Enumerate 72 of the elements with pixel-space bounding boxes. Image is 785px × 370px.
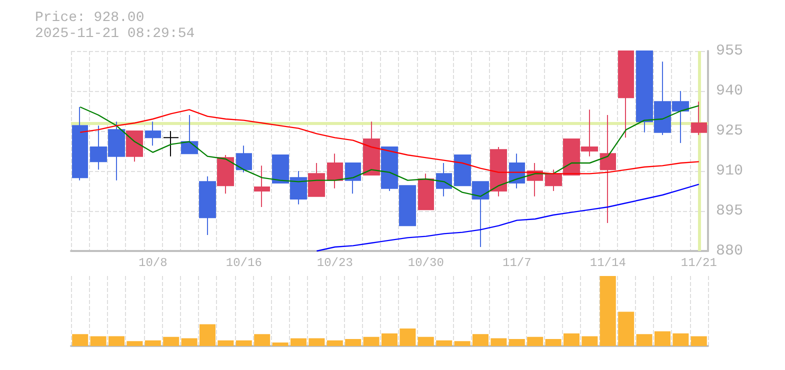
bar bbox=[290, 338, 306, 346]
candlestick bbox=[126, 130, 143, 162]
bar bbox=[108, 336, 124, 346]
bar bbox=[436, 340, 452, 346]
bar bbox=[418, 336, 434, 346]
x-tick-label: 11/7 bbox=[502, 256, 532, 270]
bar bbox=[618, 312, 634, 346]
y-tick-label: 910 bbox=[716, 162, 744, 180]
bar bbox=[672, 333, 689, 346]
candlestick bbox=[327, 153, 343, 189]
candlestick bbox=[363, 121, 380, 176]
candlestick bbox=[436, 162, 452, 197]
bar bbox=[126, 341, 143, 346]
x-tick-label: 11/14 bbox=[590, 256, 626, 270]
bar bbox=[472, 334, 488, 346]
bar bbox=[508, 339, 525, 346]
bar bbox=[181, 338, 198, 346]
bar bbox=[163, 336, 180, 346]
bar bbox=[564, 333, 580, 346]
bar bbox=[654, 331, 670, 346]
chart-title: Price: 928.00 bbox=[35, 10, 144, 26]
bar bbox=[545, 339, 562, 346]
bar bbox=[144, 340, 161, 346]
bar bbox=[326, 340, 343, 346]
line-series bbox=[80, 105, 700, 197]
candlestick bbox=[345, 162, 361, 194]
x-tick-label: 10/30 bbox=[408, 256, 444, 270]
candlestick bbox=[236, 145, 252, 173]
candlestick bbox=[418, 173, 434, 210]
bar bbox=[218, 340, 234, 346]
candlestick bbox=[490, 146, 507, 197]
candlestick bbox=[199, 176, 216, 236]
bar bbox=[382, 333, 398, 346]
bar bbox=[308, 338, 325, 346]
y-tick-label: 940 bbox=[716, 82, 744, 100]
chart-subtitle: 2025-11-21 08:29:54 bbox=[35, 26, 195, 42]
bar bbox=[345, 339, 362, 346]
candlestick bbox=[600, 114, 616, 224]
bar bbox=[527, 336, 544, 346]
bar bbox=[636, 334, 652, 346]
bar bbox=[490, 338, 507, 346]
x-tick-label: 10/16 bbox=[226, 256, 262, 270]
bar bbox=[363, 336, 380, 346]
bar bbox=[272, 342, 288, 346]
y-tick-label: 955 bbox=[716, 42, 744, 60]
x-tick-label: 10/8 bbox=[138, 256, 168, 270]
y-tick-label: 895 bbox=[716, 202, 744, 220]
candlestick bbox=[163, 130, 179, 157]
y-tick-label: 880 bbox=[716, 242, 744, 260]
candlestick bbox=[72, 106, 88, 181]
bar bbox=[90, 336, 106, 346]
candlestick bbox=[217, 154, 234, 194]
candlestick bbox=[181, 114, 198, 154]
candlestick bbox=[145, 121, 161, 146]
candlestick bbox=[691, 101, 707, 136]
bar bbox=[454, 341, 470, 346]
bar bbox=[582, 336, 598, 346]
y-tick-label: 925 bbox=[716, 122, 744, 140]
bar bbox=[400, 328, 416, 346]
x-tick-label: 11/21 bbox=[680, 256, 717, 270]
bar bbox=[254, 334, 270, 346]
candlestick bbox=[618, 50, 634, 138]
bar bbox=[600, 276, 616, 346]
line-series bbox=[80, 109, 700, 174]
bar bbox=[690, 336, 707, 346]
bar bbox=[72, 334, 88, 346]
candlestick bbox=[308, 162, 325, 197]
candlestick bbox=[254, 165, 270, 208]
bar bbox=[236, 340, 252, 346]
line-series bbox=[316, 184, 700, 252]
x-tick-label: 10/23 bbox=[316, 256, 353, 270]
bar bbox=[200, 324, 216, 346]
